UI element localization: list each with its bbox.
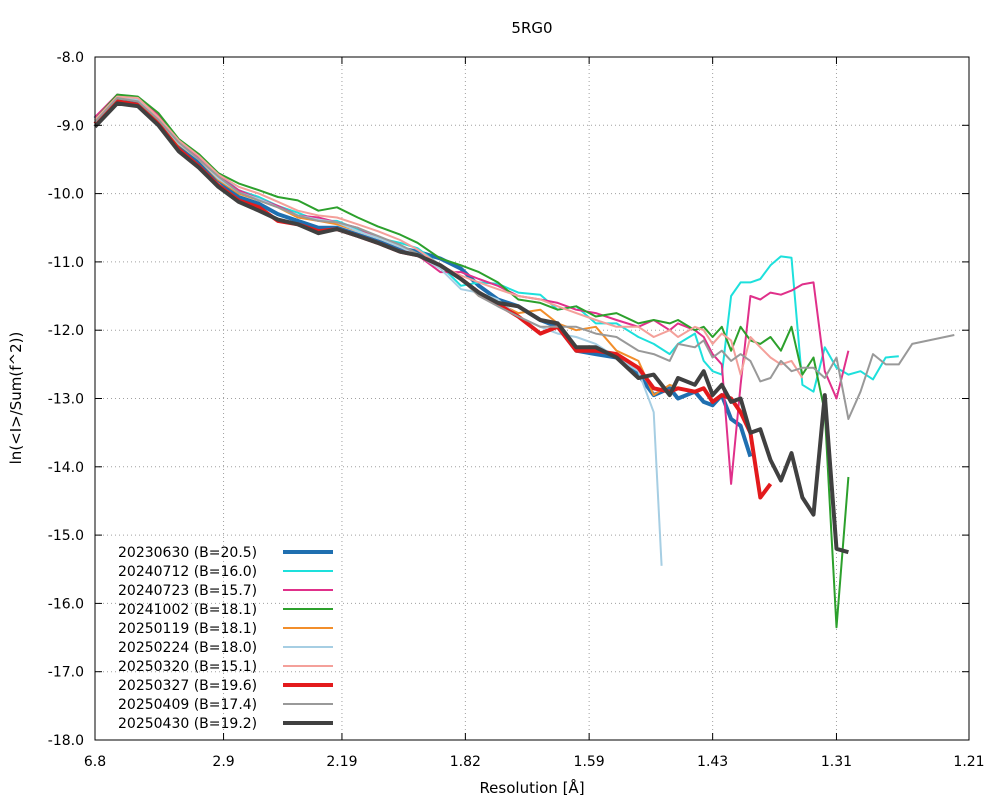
series-line-20240712	[94, 98, 899, 393]
legend-label: 20250409 (B=17.4)	[118, 697, 257, 713]
legend-label: 20250430 (B=19.2)	[118, 716, 257, 732]
x-tick-label: 1.59	[574, 754, 605, 770]
legend-label: 20240712 (B=16.0)	[118, 564, 257, 580]
y-axis-label: ln(<I>/Sum(f^2))	[7, 332, 25, 465]
x-tick-label: 1.82	[450, 754, 481, 770]
y-tick-label: -10.0	[48, 187, 84, 203]
ticks	[94, 56, 970, 741]
legend-label: 20241002 (B=18.1)	[118, 602, 257, 618]
series-line-20241002	[94, 93, 850, 629]
y-tick-label: -12.0	[48, 323, 84, 339]
legend-label: 20250119 (B=18.1)	[118, 621, 257, 637]
y-tick-label: -8.0	[57, 50, 84, 66]
y-tick-label: -15.0	[48, 528, 84, 544]
series-line-20250320	[94, 95, 804, 379]
legend-label: 20240723 (B=15.7)	[118, 583, 257, 599]
legend-label: 20250327 (B=19.6)	[118, 678, 257, 694]
y-tick-label: -9.0	[57, 118, 84, 134]
series-layer	[93, 93, 955, 629]
y-tick-label: -14.0	[48, 460, 84, 476]
x-tick-label: 1.21	[953, 754, 984, 770]
tick-labels: -8.0 -9.0 -10.0 -11.0 -12.0 -13.0 -14.0 -15.0 -1…	[48, 50, 985, 770]
series-line-20250430	[93, 101, 849, 555]
x-tick-label: 1.43	[697, 754, 728, 770]
legend-label: 20230630 (B=20.5)	[118, 545, 257, 561]
y-tick-label: -18.0	[48, 733, 84, 749]
y-tick-label: -11.0	[48, 255, 84, 271]
x-tick-label: 2.19	[326, 754, 357, 770]
legend: 20230630 (B=20.5) 20240712 (B=16.0) 202407…	[118, 545, 333, 732]
legend-label: 20250320 (B=15.1)	[118, 659, 257, 675]
y-tick-label: -17.0	[48, 665, 84, 681]
legend-label: 20250224 (B=18.0)	[118, 640, 257, 656]
chart-title: 5RG0	[511, 19, 552, 37]
x-axis-label: Resolution [Å]	[479, 778, 584, 797]
x-tick-label: 2.9	[212, 754, 234, 770]
x-tick-label: 6.8	[84, 754, 106, 770]
y-tick-label: -13.0	[48, 392, 84, 408]
series-line-20250409	[94, 97, 955, 420]
x-tick-label: 1.31	[821, 754, 852, 770]
y-tick-label: -16.0	[48, 596, 84, 612]
